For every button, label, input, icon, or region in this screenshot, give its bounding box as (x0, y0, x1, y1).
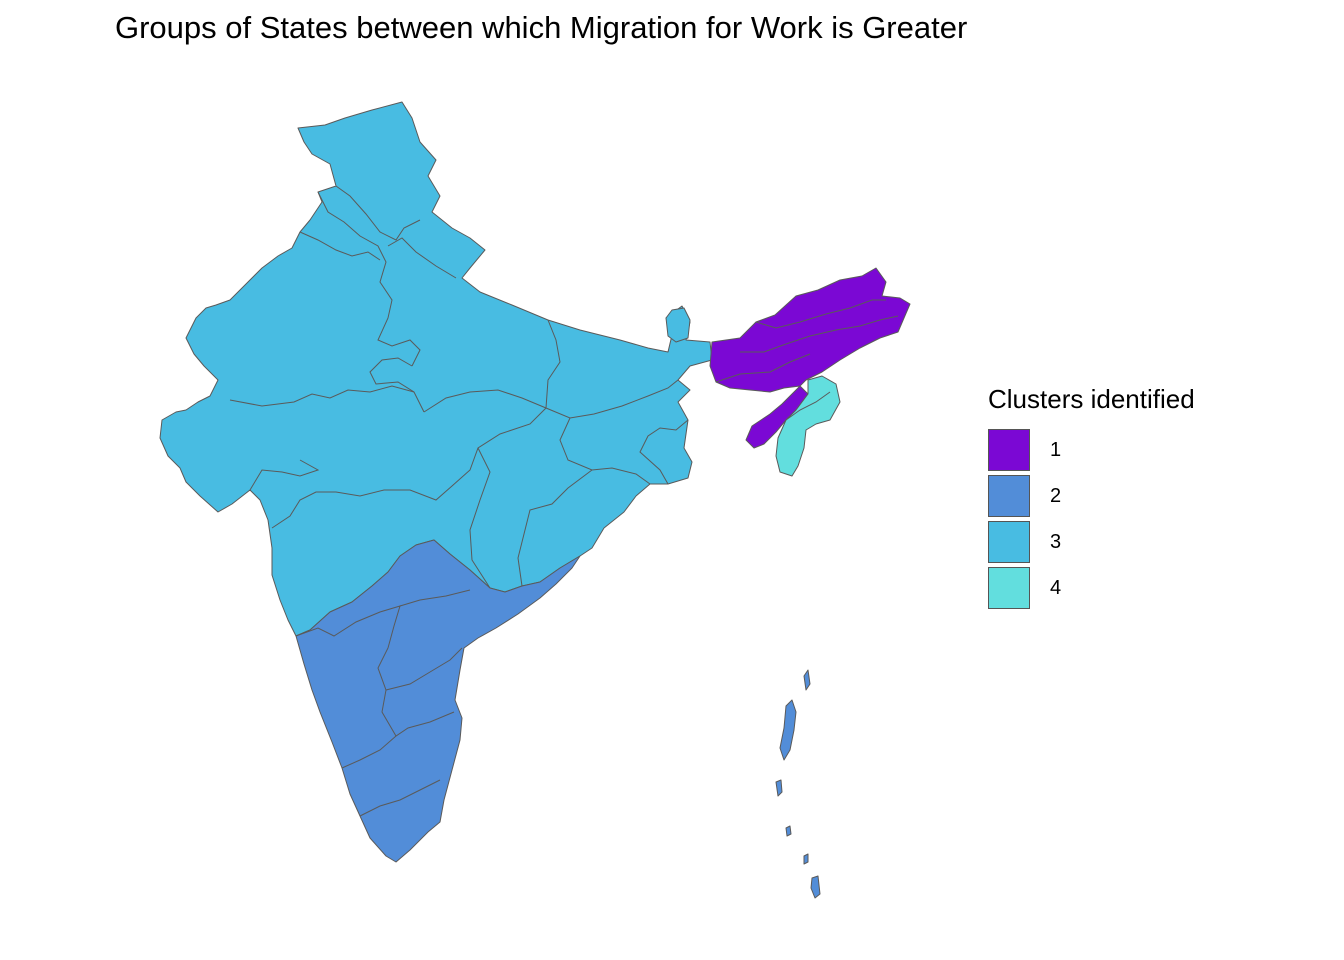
state-borders (229, 185, 899, 817)
legend-swatch (988, 521, 1030, 563)
region-andaman-nicobar-islands (775, 669, 821, 899)
legend-title: Clusters identified (988, 384, 1195, 414)
legend-swatch (988, 567, 1030, 609)
legend-swatch (988, 429, 1030, 471)
region-south-india (295, 539, 581, 863)
legend-item-1: 1 (988, 427, 1195, 473)
map-title: Groups of States between which Migration… (115, 10, 968, 45)
legend-label: 2 (1050, 484, 1062, 507)
region-north-east-india (709, 267, 911, 449)
legend-item-3: 3 (988, 519, 1195, 565)
region-west-bengal-sliver (665, 307, 691, 343)
legend-label: 1 (1050, 438, 1062, 461)
legend-swatch (988, 475, 1030, 517)
legend-item-4: 4 (988, 565, 1195, 611)
region-north-east-south (775, 375, 841, 477)
legend-item-2: 2 (988, 473, 1195, 519)
legend-label: 4 (1050, 576, 1062, 599)
legend: Clusters identified 1 2 3 4 (988, 384, 1195, 611)
legend-label: 3 (1050, 530, 1062, 553)
